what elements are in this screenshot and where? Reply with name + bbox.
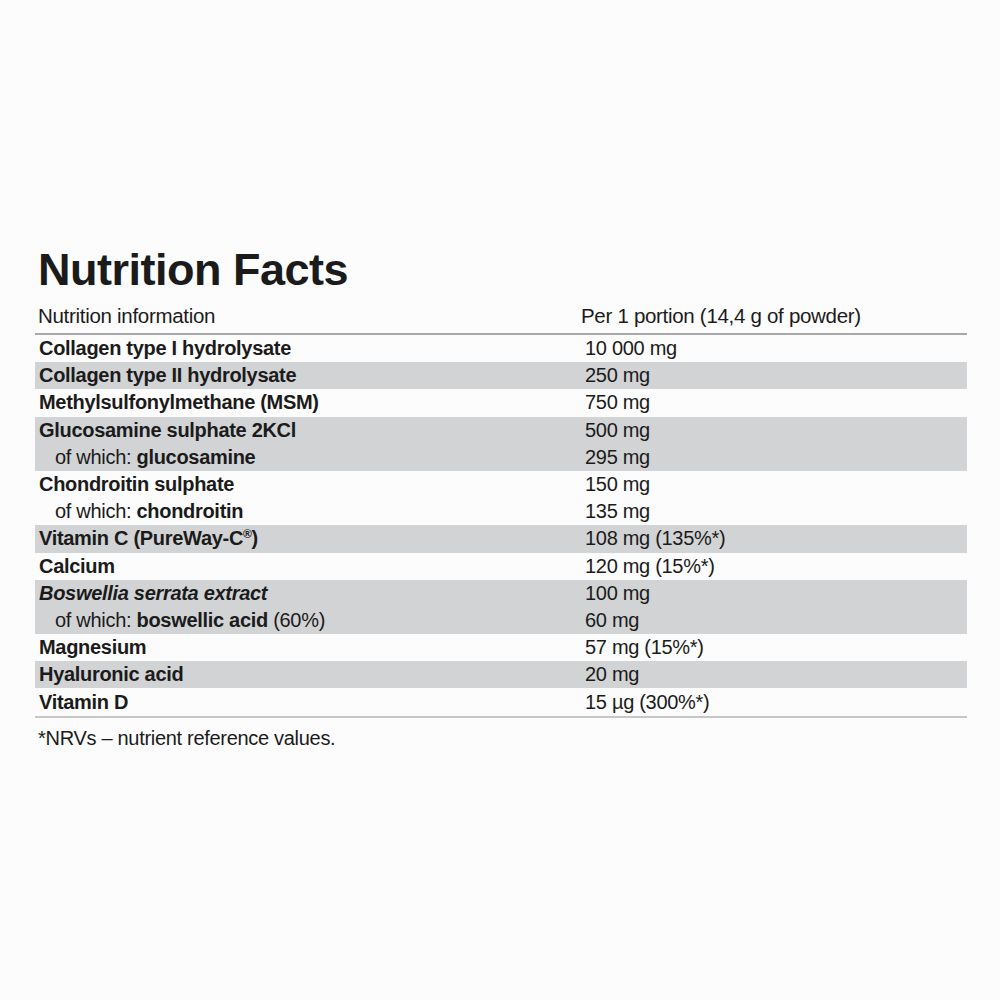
nutrient-name: of which: glucosamine — [35, 446, 585, 469]
nutrient-name-part: boswellic acid — [136, 609, 267, 631]
nutrient-value: 20 mg — [585, 663, 967, 686]
nutrition-label: Nutrition Facts Nutrition information Pe… — [35, 246, 967, 750]
nutrient-value: 250 mg — [585, 364, 967, 387]
nutrient-value: 57 mg (15%*) — [585, 636, 967, 659]
nutrient-name-part: glucosamine — [136, 446, 255, 468]
nutrient-value: 100 mg — [585, 582, 967, 605]
nutrient-name-part: (60%) — [268, 609, 325, 631]
nutrient-value: 60 mg — [585, 609, 967, 632]
table-header: Nutrition information Per 1 portion (14,… — [35, 294, 967, 333]
page-title: Nutrition Facts — [35, 246, 967, 294]
nutrient-name-part: Chondroitin sulphate — [39, 473, 234, 495]
nutrient-name: Vitamin D — [35, 691, 585, 714]
header-right-label: Per 1 portion (14,4 g of powder) — [581, 304, 967, 328]
nutrient-name: Collagen type II hydrolysate — [35, 364, 585, 387]
nutrient-name: Calcium — [35, 555, 585, 578]
nutrient-name-part: Methylsulfonylmethane (MSM) — [39, 391, 319, 413]
footnote: *NRVs – nutrient reference values. — [35, 727, 967, 750]
nutrient-name: Vitamin C (PureWay-C®) — [35, 527, 585, 550]
nutrient-name-part: Hyaluronic acid — [39, 663, 183, 685]
nutrient-value: 135 mg — [585, 500, 967, 523]
nutrient-name-part: chondroitin — [136, 500, 243, 522]
nutrient-name: Chondroitin sulphate — [35, 473, 585, 496]
nutrient-name: of which: boswellic acid (60%) — [35, 609, 585, 632]
nutrient-name: Magnesium — [35, 636, 585, 659]
nutrient-name-part: ) — [252, 527, 258, 549]
table-row: Calcium 120 mg (15%*) — [35, 553, 967, 580]
nutrient-name-part: of which: — [55, 609, 136, 631]
nutrient-name-part: Collagen type II hydrolysate — [39, 364, 296, 386]
nutrient-value: 108 mg (135%*) — [585, 527, 967, 550]
header-left-label: Nutrition information — [35, 304, 581, 328]
nutrient-name-part: Calcium — [39, 555, 115, 577]
table-row: Vitamin C (PureWay-C®)108 mg (135%*) — [35, 525, 967, 552]
table-row: Hyaluronic acid 20 mg — [35, 661, 967, 688]
nutrient-name: Methylsulfonylmethane (MSM) — [35, 391, 585, 414]
table-row: Boswellia serrata extract 100 mg — [35, 580, 967, 607]
nutrition-table: Collagen type I hydrolysate10 000 mgColl… — [35, 335, 967, 716]
nutrient-name-part: Vitamin D — [39, 691, 128, 713]
nutrient-value: 10 000 mg — [585, 337, 967, 360]
nutrient-name: Glucosamine sulphate 2KCl — [35, 419, 585, 442]
nutrient-name: Hyaluronic acid — [35, 663, 585, 686]
table-row: Collagen type I hydrolysate 10 000 mg — [35, 335, 967, 362]
nutrient-name-part: Collagen type I hydrolysate — [39, 337, 291, 359]
table-row: Methylsulfonylmethane (MSM) 750 mg — [35, 389, 967, 416]
table-row: Collagen type II hydrolysate 250 mg — [35, 362, 967, 389]
table-row: Magnesium 57 mg (15%*) — [35, 634, 967, 661]
nutrient-name: Collagen type I hydrolysate — [35, 337, 585, 360]
nutrient-name-part: Vitamin C (PureWay-C — [39, 527, 243, 549]
nutrient-name: Boswellia serrata extract — [35, 582, 585, 605]
table-row: Chondroitin sulphate 150 mg — [35, 471, 967, 498]
nutrient-name: of which: chondroitin — [35, 500, 585, 523]
nutrient-value: 500 mg — [585, 419, 967, 442]
footer-rule — [35, 716, 967, 718]
nutrient-value: 150 mg — [585, 473, 967, 496]
table-row: of which: glucosamine295 mg — [35, 444, 967, 471]
nutrient-value: 15 µg (300%*) — [585, 691, 967, 714]
nutrient-value: 750 mg — [585, 391, 967, 414]
table-row: of which: chondroitin135 mg — [35, 498, 967, 525]
nutrient-name-part: of which: — [55, 500, 136, 522]
nutrient-name-part: Magnesium — [39, 636, 146, 658]
nutrient-value: 295 mg — [585, 446, 967, 469]
nutrient-name-part: Boswellia serrata extract — [39, 582, 267, 604]
table-row: Glucosamine sulphate 2KCl 500 mg — [35, 417, 967, 444]
nutrient-name-part: Glucosamine sulphate 2KCl — [39, 419, 296, 441]
table-row: of which: boswellic acid (60%)60 mg — [35, 607, 967, 634]
table-row: Vitamin D 15 µg (300%*) — [35, 688, 967, 715]
nutrient-name-part: ® — [243, 527, 252, 541]
nutrient-value: 120 mg (15%*) — [585, 555, 967, 578]
nutrient-name-part: of which: — [55, 446, 136, 468]
